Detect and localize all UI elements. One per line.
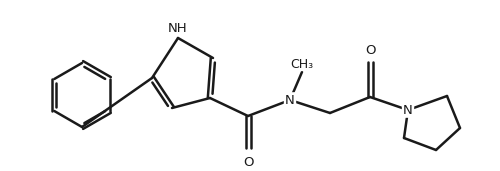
Text: N: N	[285, 94, 295, 107]
Text: O: O	[365, 43, 375, 56]
Text: CH₃: CH₃	[290, 57, 314, 70]
Text: N: N	[403, 103, 413, 116]
Text: NH: NH	[168, 22, 188, 35]
Text: NH: NH	[168, 22, 188, 35]
Text: O: O	[243, 156, 254, 169]
